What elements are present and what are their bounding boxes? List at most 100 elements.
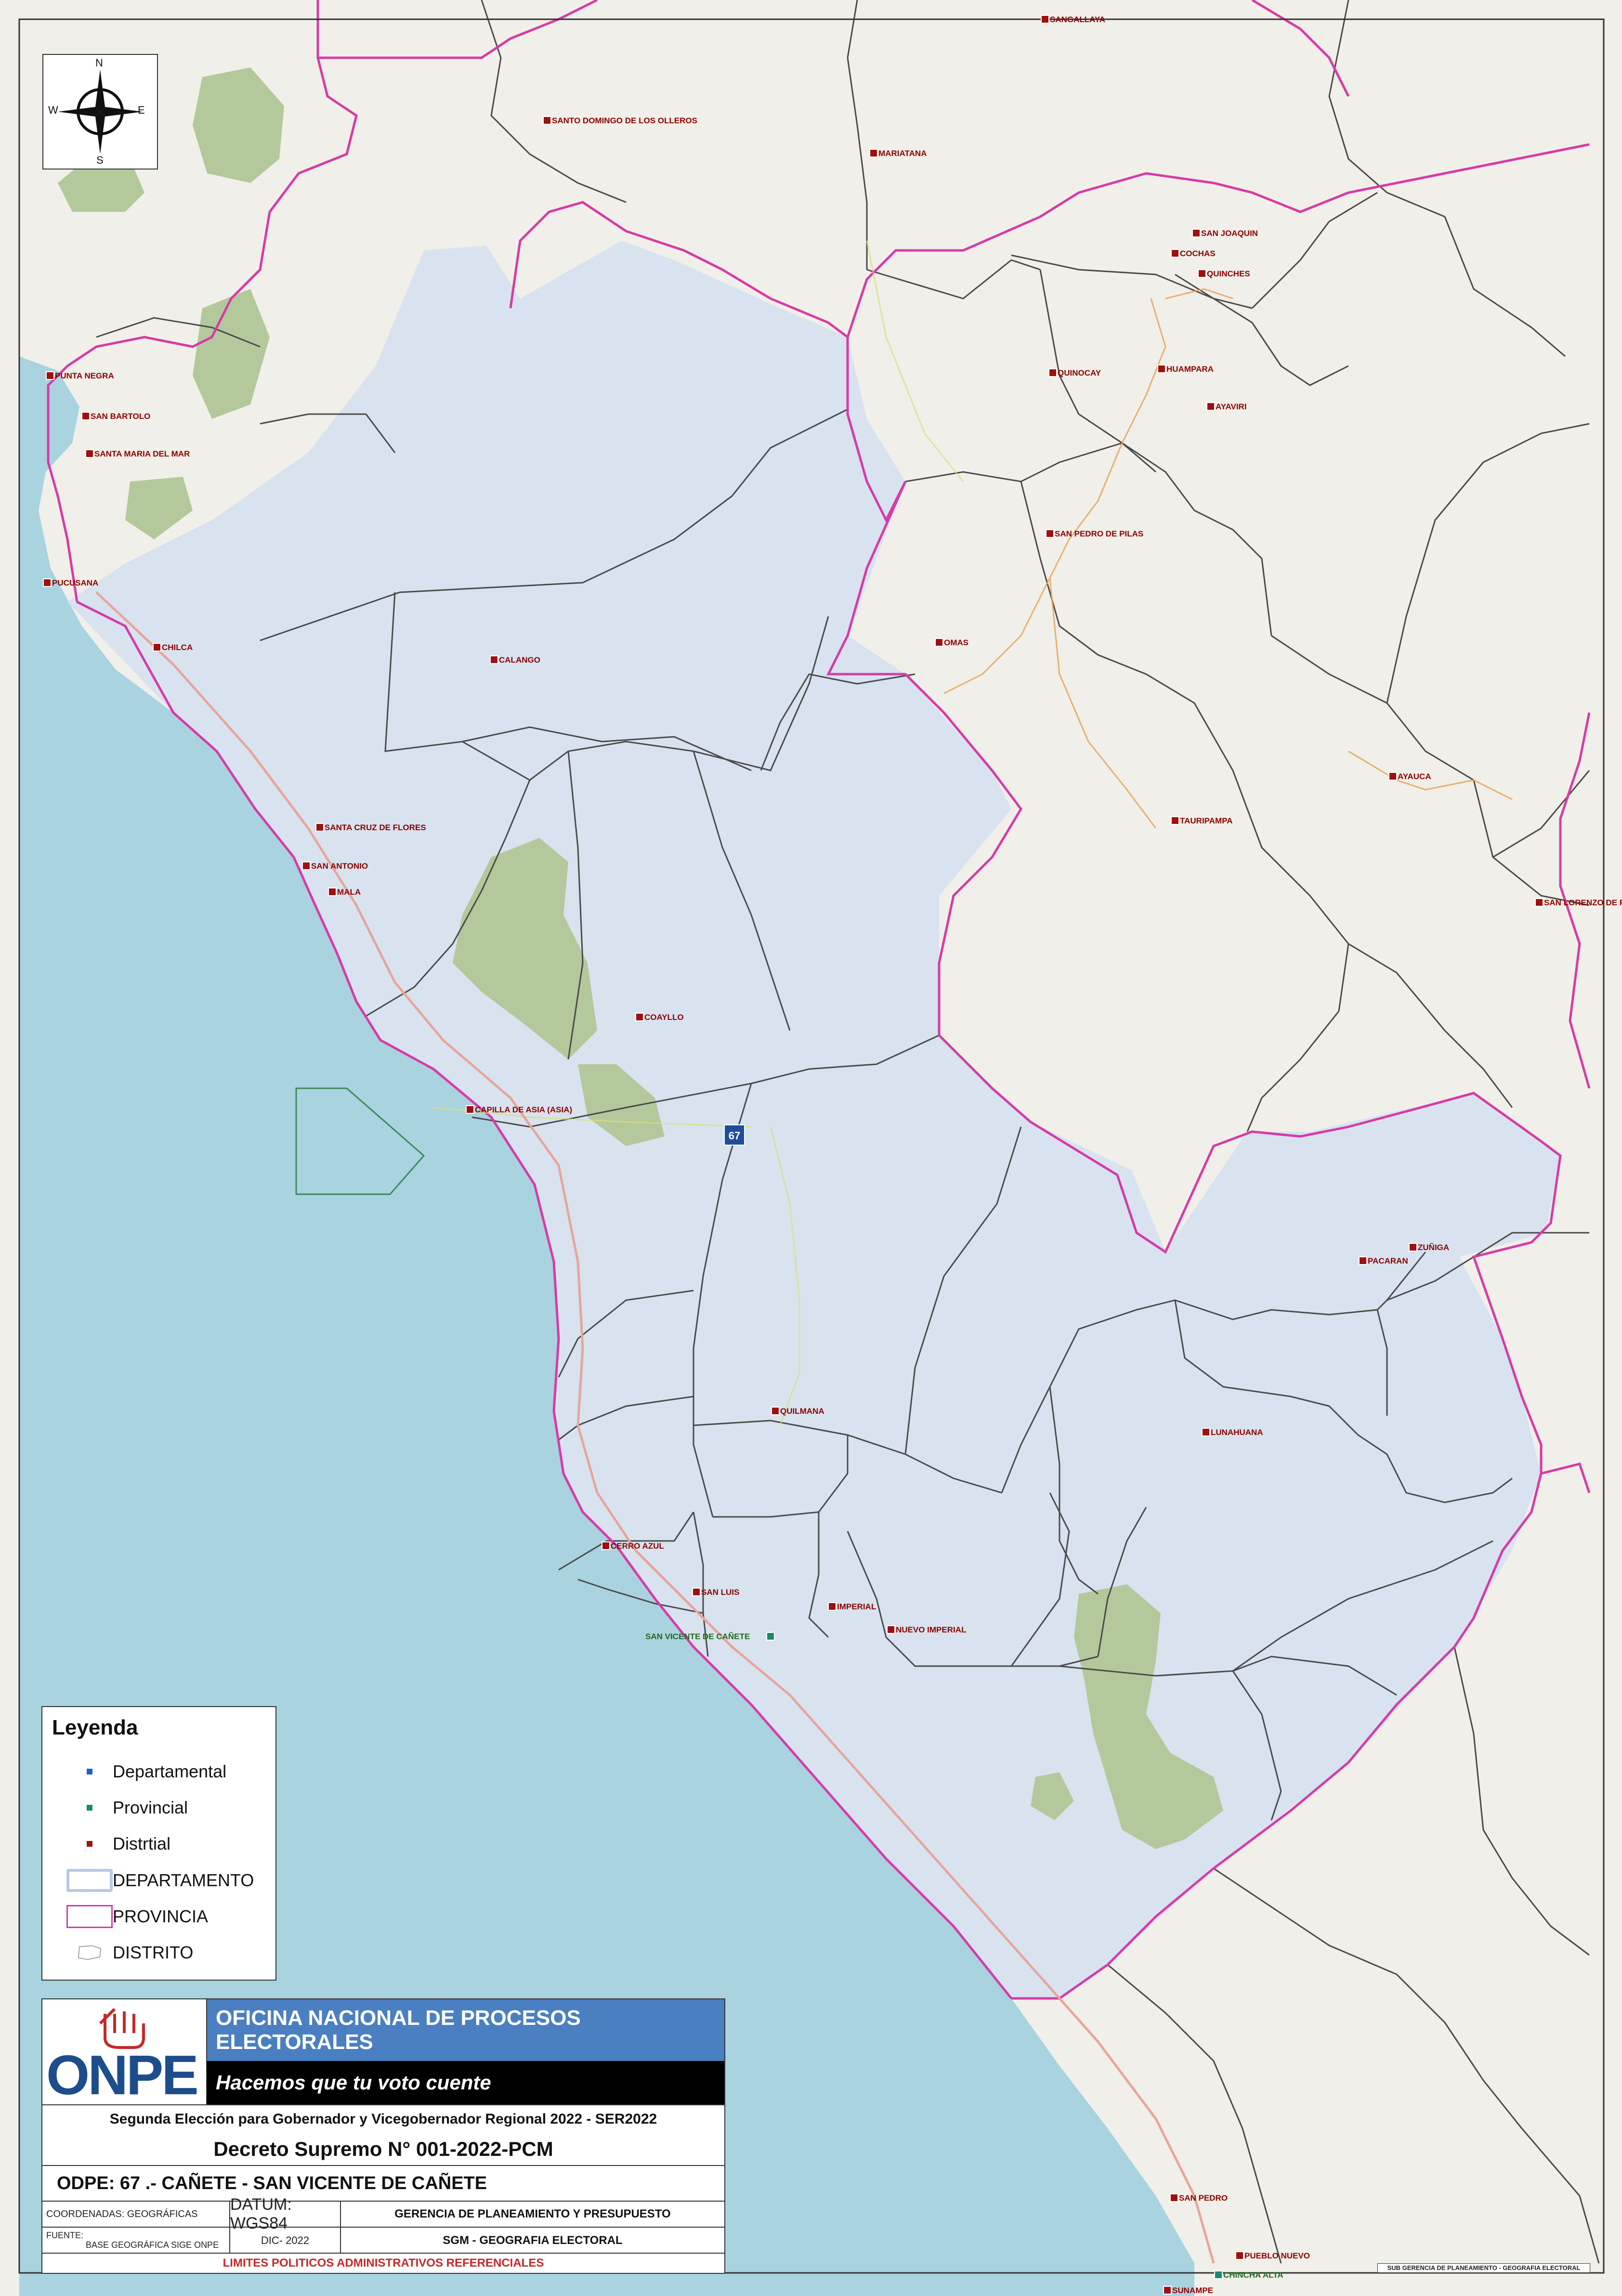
place-marker[interactable]: CHILCA (153, 643, 193, 652)
district-marker-icon (81, 412, 90, 420)
road-shield-label: 67 (729, 1130, 740, 1142)
place-marker[interactable]: SAN PEDRO (1170, 2193, 1228, 2203)
datum-label: DATUM: WGS84 (230, 2195, 341, 2232)
park-area (1031, 1772, 1074, 1820)
place-marker[interactable]: SANGALLAYA (1041, 15, 1105, 24)
place-marker[interactable]: SAN ANTONIO (302, 861, 368, 871)
place-marker[interactable]: PUEBLO NUEVO (1235, 2251, 1310, 2260)
place-label: LUNAHUANA (1211, 1428, 1263, 1437)
place-marker[interactable]: SAN LUIS (692, 1588, 739, 1597)
provincial-marker-icon (1214, 2270, 1223, 2279)
district-marker-icon (1235, 2251, 1244, 2260)
district-marker-icon (935, 638, 943, 647)
department-credit-2: SGM - GEOGRAFIA ELECTORAL (443, 2234, 623, 2247)
place-marker[interactable]: COAYLLO (635, 1013, 684, 1022)
odpe-label: ODPE: 67 .- CAÑETE - SAN VICENTE DE CAÑE… (42, 2165, 724, 2201)
place-marker[interactable]: LUNAHUANA (1202, 1428, 1263, 1437)
district-marker-icon (315, 823, 324, 832)
district-marker-icon (1157, 365, 1166, 373)
place-label: MARIATANA (878, 149, 927, 158)
source-label: FUENTE: (46, 2231, 84, 2240)
district-boundary-swatch (78, 1945, 102, 1960)
place-label: CHILCA (162, 643, 193, 652)
map-legend: Leyenda Departamental Provincial Distrti… (41, 1706, 276, 1981)
place-label: SUNAMPE (1172, 2286, 1213, 2295)
place-marker[interactable]: PUCUSANA (43, 578, 98, 587)
district-marker-icon (328, 887, 337, 896)
district-marker-icon (1202, 1428, 1210, 1436)
coastal-highway (95, 591, 1215, 2264)
place-marker[interactable]: SANTA CRUZ DE FLORES (315, 823, 426, 832)
park-area (193, 289, 270, 419)
departmental-marker-icon (87, 1769, 92, 1774)
legend-item-provincial: Provincial (66, 1793, 188, 1822)
district-marker-icon (85, 449, 94, 458)
slogan: Hacemos que tu voto cuente (216, 2071, 491, 2094)
place-label: SAN JOAQUIN (1201, 229, 1258, 238)
place-marker[interactable]: SANTA MARIA DEL MAR (85, 449, 190, 458)
place-marker[interactable]: SAN BARTOLO (81, 412, 150, 421)
place-marker[interactable]: AYAVIRI (1206, 402, 1247, 411)
place-label: IMPERIAL (837, 1602, 876, 1611)
place-label: SANGALLAYA (1050, 15, 1105, 24)
place-marker[interactable]: TAURIPAMPA (1171, 816, 1233, 825)
place-label: ZUÑIGA (1418, 1242, 1449, 1252)
place-marker[interactable]: MALA (328, 887, 361, 897)
district-marker-icon (869, 149, 878, 157)
place-marker[interactable]: PUNTA NEGRA (46, 371, 114, 380)
place-marker[interactable]: CALANGO (490, 655, 540, 665)
place-marker[interactable]: SAN PEDRO DE PILAS (1046, 529, 1143, 538)
district-marker-icon (1171, 249, 1179, 258)
district-marker-icon (1192, 229, 1201, 237)
department-credit-1: GERENCIA DE PLANEAMIENTO Y PRESUPUESTO (341, 2202, 724, 2228)
place-marker[interactable]: CAPILLA DE ASIA (ASIA) (466, 1105, 572, 1114)
place-marker[interactable]: QUILMANA (771, 1407, 824, 1416)
place-marker[interactable]: CHINCHA ALTA (1214, 2270, 1283, 2280)
coordinates-label: COORDENADAS: GEOGRÁFICAS (42, 2202, 230, 2228)
date-label: DIC- 2022 (230, 2228, 341, 2254)
place-marker[interactable]: QUINOCAY (1048, 368, 1101, 378)
place-marker[interactable]: ZUÑIGA (1409, 1242, 1449, 1252)
place-label: TAURIPAMPA (1180, 816, 1233, 825)
place-marker[interactable]: OMAS (935, 638, 968, 647)
park-area (58, 159, 144, 212)
island-area (295, 1087, 425, 1195)
district-marker-icon (466, 1105, 474, 1114)
place-marker[interactable]: MARIATANA (869, 149, 927, 158)
district-marker-icon (1048, 368, 1057, 377)
place-marker[interactable]: QUINCHES (1198, 269, 1250, 278)
compass-rose-icon (58, 69, 143, 154)
place-label: PUNTA NEGRA (55, 371, 114, 380)
district-marker-icon (1409, 1243, 1417, 1252)
onpe-logo: ONPE (42, 1999, 207, 2106)
place-label: PUEBLO NUEVO (1244, 2251, 1310, 2260)
place-label: QUILMANA (780, 1407, 824, 1416)
place-marker[interactable]: PACARAN (1359, 1256, 1408, 1265)
place-marker[interactable]: SAN VICENTE DE CAÑETE (645, 1631, 775, 1641)
place-marker[interactable]: SAN JOAQUIN (1192, 229, 1258, 238)
compass-e-label: E (138, 104, 145, 116)
place-marker[interactable]: IMPERIAL (828, 1602, 876, 1611)
district-marker-icon (1206, 402, 1215, 411)
limits-note: LIMITES POLITICOS ADMINISTRATIVOS REFERE… (42, 2253, 724, 2273)
place-marker[interactable]: HUAMPARA (1157, 365, 1214, 374)
north-arrow-compass: N S E W (42, 54, 158, 170)
place-marker[interactable]: COCHAS (1171, 249, 1216, 258)
place-marker[interactable]: CERRO AZUL (602, 1541, 664, 1551)
election-title: Segunda Elección para Gobernador y Viceg… (42, 2104, 724, 2133)
footer-credit: SUB GERENCIA DE PLANEAMIENTO - GEOGRAFIA… (1377, 2263, 1590, 2273)
place-marker[interactable]: SAN LORENZO DE PUTINZA (1535, 898, 1622, 907)
place-marker[interactable]: SUNAMPE (1163, 2286, 1213, 2295)
compass-n-label: N (95, 57, 103, 69)
park-area (453, 838, 597, 1059)
legend-label: Distrtial (113, 1834, 171, 1853)
place-marker[interactable]: NUEVO IMPERIAL (887, 1625, 966, 1634)
district-marker-icon (543, 116, 551, 125)
place-marker[interactable]: SANTO DOMINGO DE LOS OLLEROS (543, 116, 697, 125)
road-shield: 67 (724, 1124, 745, 1146)
district-boundaries (96, 0, 1600, 2264)
place-labels-layer: SANGALLAYA SANTO DOMINGO DE LOS OLLEROS MA… (43, 15, 1622, 2295)
place-label: SAN PEDRO DE PILAS (1055, 529, 1143, 538)
place-marker[interactable]: AYAUCA (1388, 772, 1431, 781)
district-marker-icon (828, 1602, 837, 1611)
